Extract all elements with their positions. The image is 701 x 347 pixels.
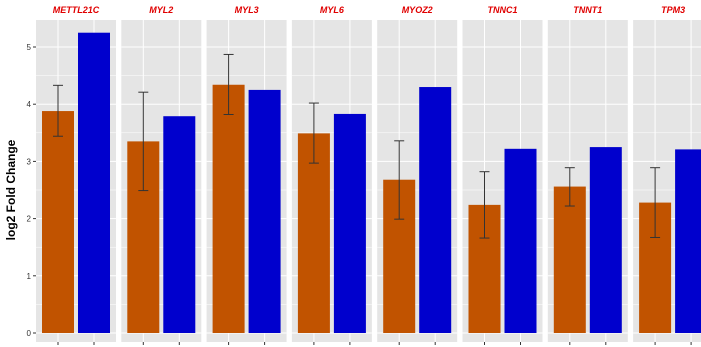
facet-myl3: MYL3 <box>206 3 287 345</box>
facet-strip-label: MYL6 <box>320 5 345 15</box>
y-tick-label: 5 <box>27 43 32 52</box>
bar-series-2 <box>675 149 701 333</box>
facet-tnnc1: TNNC1 <box>462 3 543 345</box>
bar-series-1 <box>212 84 245 333</box>
bar-series-2 <box>78 32 110 333</box>
facet-strip <box>377 3 458 17</box>
facet-tnnt1: TNNT1 <box>547 3 628 345</box>
bar-series-2 <box>504 148 537 333</box>
facet-mettl21c: METTL21C <box>36 3 116 345</box>
y-tick-label: 0 <box>27 329 32 338</box>
bar-series-2 <box>248 89 281 334</box>
facet-strip <box>547 3 628 17</box>
bar-series-1 <box>42 111 74 334</box>
facet-strip <box>462 3 543 17</box>
facet-tpm3: TPM3 <box>633 3 701 345</box>
facet-strip-label: TNNC1 <box>487 5 517 15</box>
facet-panels: METTL21C MYL2 MYL3 MYL6 MYOZ2 TNNC1 TNNT1 TPM3 <box>36 3 701 345</box>
facet-strip <box>633 3 701 17</box>
y-tick-label: 2 <box>27 215 32 224</box>
facet-myoz2: MYOZ2 <box>377 3 458 345</box>
facet-strip <box>121 3 202 17</box>
facet-strip <box>36 3 116 17</box>
facet-strip <box>206 3 287 17</box>
facet-myl6: MYL6 <box>291 3 372 345</box>
facet-strip-label: MYOZ2 <box>402 5 433 15</box>
y-tick-label: 1 <box>27 272 32 281</box>
y-tick-label: 4 <box>27 100 32 109</box>
y-axis-label: log2 Fold Change <box>4 139 18 240</box>
facet-strip-label: METTL21C <box>53 5 100 15</box>
y-axis: 0 1 2 3 4 5 <box>27 43 36 338</box>
y-tick-label: 3 <box>27 157 32 166</box>
facet-strip-label: MYL3 <box>235 5 259 15</box>
bar-series-1 <box>553 186 586 333</box>
bar-series-2 <box>419 87 452 333</box>
bar-series-2 <box>589 147 622 333</box>
bar-series-2 <box>333 113 366 333</box>
facet-strip-label: MYL2 <box>149 5 173 15</box>
bar-series-1 <box>297 133 330 333</box>
facet-strip-label: TPM3 <box>661 5 685 15</box>
bar-series-2 <box>163 116 196 333</box>
facet-strip-label: TNNT1 <box>573 5 602 15</box>
facet-strip <box>291 3 372 17</box>
facet-myl2: MYL2 <box>121 3 202 345</box>
